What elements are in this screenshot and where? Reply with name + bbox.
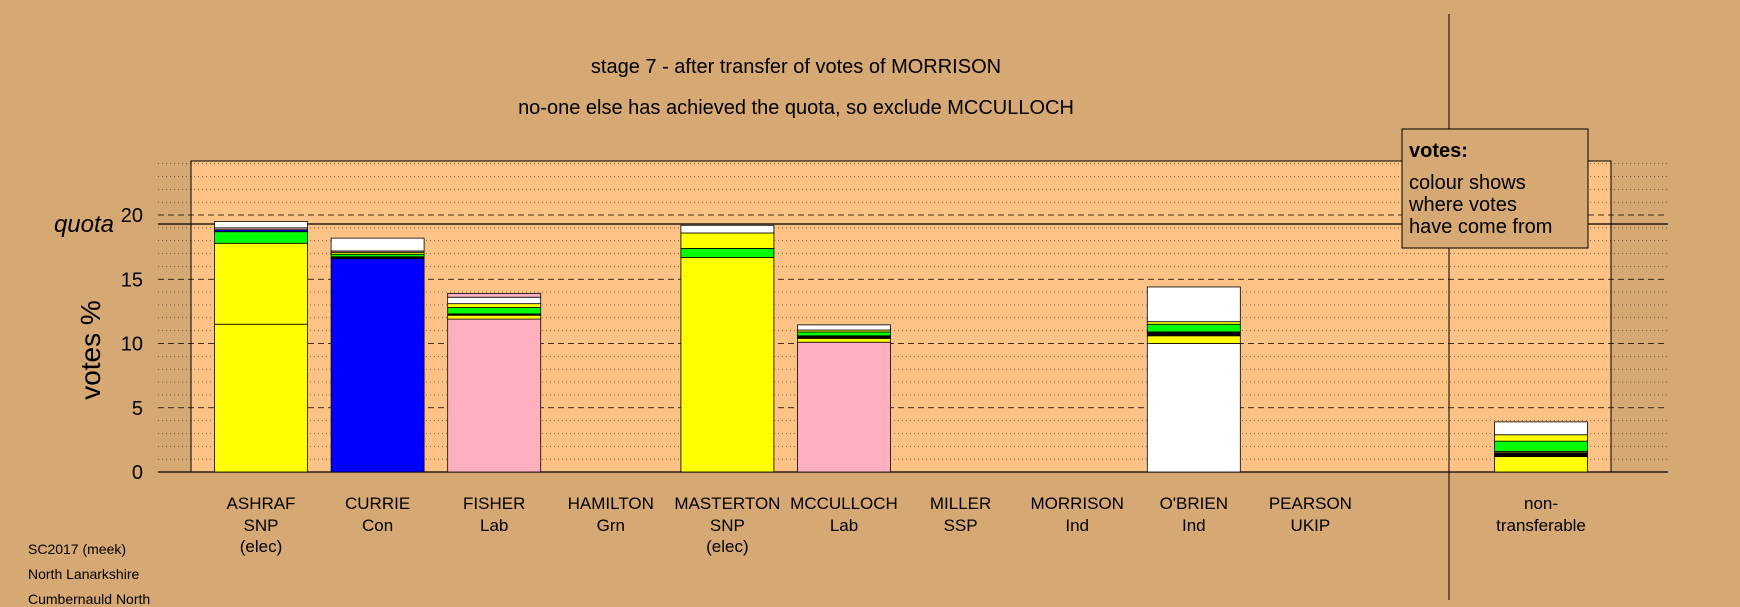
bar-nontransferable-segment	[1494, 452, 1588, 457]
bar-ashraf-segment	[214, 231, 308, 244]
bar-mcculloch-segment	[797, 337, 891, 343]
bar-obrien-segment	[1146, 343, 1241, 473]
candidate-name-label: MASTERTON	[674, 494, 780, 513]
axis-labels: 0 5 10 15 20 quota ASHRAF SNP (elec) CURRIE Con FIS…	[54, 205, 1586, 556]
bar-mcculloch-segment	[797, 324, 891, 331]
candidate-party-label: Lab	[480, 516, 508, 535]
y-axis-label: votes %	[75, 300, 106, 400]
candidate-party-label: SNP	[710, 516, 745, 535]
y-tick-label: 5	[132, 398, 143, 420]
chart-title: stage 7 - after transfer of votes of MOR…	[591, 56, 1001, 78]
candidate-name-label: MCCULLOCH	[790, 494, 898, 513]
bar-masterton-segment	[680, 248, 775, 258]
candidate-name-label: MORRISON	[1030, 494, 1124, 513]
footer-ward: Cumbernauld North	[28, 591, 151, 607]
bar-masterton-segment	[680, 224, 775, 234]
bar-nontransferable-segment	[1494, 440, 1588, 452]
y-tick-label: 20	[121, 205, 143, 227]
bar-obrien-segment	[1146, 323, 1241, 333]
bar-fisher-segment	[447, 314, 542, 320]
bars	[214, 221, 1588, 473]
candidate-party-label: Con	[362, 516, 393, 535]
legend-line: have come from	[1409, 216, 1552, 238]
bar-ashraf-segment	[214, 221, 308, 229]
candidate-name-label: O'BRIEN	[1160, 494, 1228, 513]
y-tick-label: 15	[121, 269, 143, 291]
bar-obrien-segment	[1146, 331, 1241, 337]
bar-masterton-segment	[680, 257, 775, 473]
candidate-name-label: HAMILTON	[568, 494, 654, 513]
bar-ashraf-segment	[214, 242, 308, 325]
bar-fisher-segment	[447, 307, 542, 315]
candidate-party-label: Grn	[597, 516, 625, 535]
bar-obrien-segment	[1146, 286, 1241, 323]
bar-fisher-segment	[447, 303, 542, 308]
candidate-party-label: UKIP	[1291, 516, 1331, 535]
y-tick-label: 0	[132, 462, 143, 484]
candidate-status-label: (elec)	[706, 537, 749, 556]
candidate-name-label: PEARSON	[1269, 494, 1352, 513]
bar-ashraf-segment	[214, 323, 308, 473]
bar-nontransferable-segment	[1494, 421, 1588, 436]
chart-subtitle: no-one else has achieved the quota, so e…	[518, 97, 1074, 119]
candidate-party-label: SSP	[944, 516, 978, 535]
bar-mcculloch-segment	[797, 341, 891, 473]
candidate-party-label: Ind	[1182, 516, 1206, 535]
quota-label: quota	[54, 211, 114, 238]
candidate-party-label: Ind	[1065, 516, 1089, 535]
candidate-name-label: CURRIE	[345, 494, 410, 513]
footer-council: North Lanarkshire	[28, 566, 140, 582]
nontransferable-label: non-	[1524, 494, 1558, 513]
bar-fisher-segment	[447, 292, 542, 298]
bar-nontransferable-segment	[1494, 434, 1588, 442]
nontransferable-label: transferable	[1496, 516, 1586, 535]
candidate-name-label: FISHER	[463, 494, 525, 513]
candidate-name-label: ASHRAF	[227, 494, 296, 513]
y-tick-label: 10	[121, 334, 143, 356]
legend-line: where votes	[1408, 194, 1517, 216]
candidate-party-label: Lab	[830, 516, 858, 535]
candidate-party-label: SNP	[244, 516, 279, 535]
legend-line: colour shows	[1409, 172, 1526, 194]
bar-masterton-segment	[680, 232, 775, 249]
bar-currie-segment	[330, 237, 425, 252]
bar-obrien-segment	[1146, 335, 1241, 344]
bar-currie-segment	[330, 258, 425, 473]
candidate-status-label: (elec)	[240, 537, 283, 556]
legend-box: votes: colour shows where votes have com…	[1401, 128, 1589, 249]
legend-heading: votes:	[1409, 140, 1468, 162]
bar-mcculloch-segment	[797, 331, 891, 337]
bar-nontransferable-segment	[1494, 456, 1588, 473]
bar-fisher-segment	[447, 318, 542, 473]
bar-fisher-segment	[447, 296, 542, 305]
footer-method: SC2017 (meek)	[28, 541, 127, 557]
plot-area	[190, 160, 1612, 473]
candidate-name-label: MILLER	[930, 494, 991, 513]
